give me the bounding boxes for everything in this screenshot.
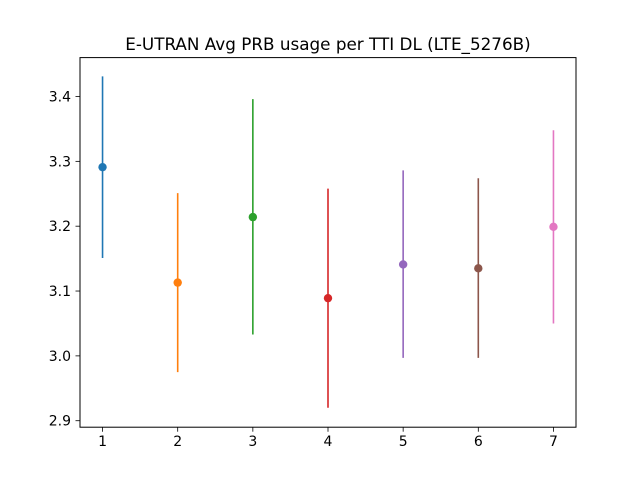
y-tick-label: 3.2 (49, 219, 71, 235)
data-point (474, 264, 483, 273)
data-point-group (98, 76, 107, 258)
data-point-group (549, 130, 558, 324)
y-axis: 2.9 3.0 3.1 3.2 3.3 3.4 (49, 90, 80, 430)
y-tick-label: 3.0 (49, 349, 71, 365)
data-point-group (323, 188, 333, 408)
y-tick-label: 3.1 (49, 284, 71, 300)
y-tick-label: 2.9 (49, 414, 71, 430)
data-point (248, 212, 258, 222)
data-point-group (474, 178, 483, 358)
chart-title: E-UTRAN Avg PRB usage per TTI DL (LTE_52… (125, 34, 530, 55)
y-tick-label: 3.4 (49, 90, 71, 106)
x-tick-label: 1 (98, 434, 107, 450)
data-point (173, 278, 182, 287)
data-point (98, 162, 107, 172)
x-tick-label: 4 (324, 434, 333, 450)
x-axis: 1 2 3 4 5 6 7 (98, 427, 558, 450)
x-tick-label: 6 (474, 434, 483, 450)
y-tick-label: 3.3 (49, 154, 71, 170)
x-tick-label: 5 (399, 434, 408, 450)
x-tick-label: 7 (549, 434, 558, 450)
data-point-group (248, 99, 258, 335)
x-tick-label: 3 (248, 434, 257, 450)
data-point (549, 222, 558, 232)
data-point-group (398, 170, 408, 358)
x-tick-label: 2 (173, 434, 182, 450)
data-point (323, 293, 333, 303)
data-point (398, 260, 408, 269)
data-point-group (173, 193, 182, 373)
plot-marks (98, 76, 558, 408)
